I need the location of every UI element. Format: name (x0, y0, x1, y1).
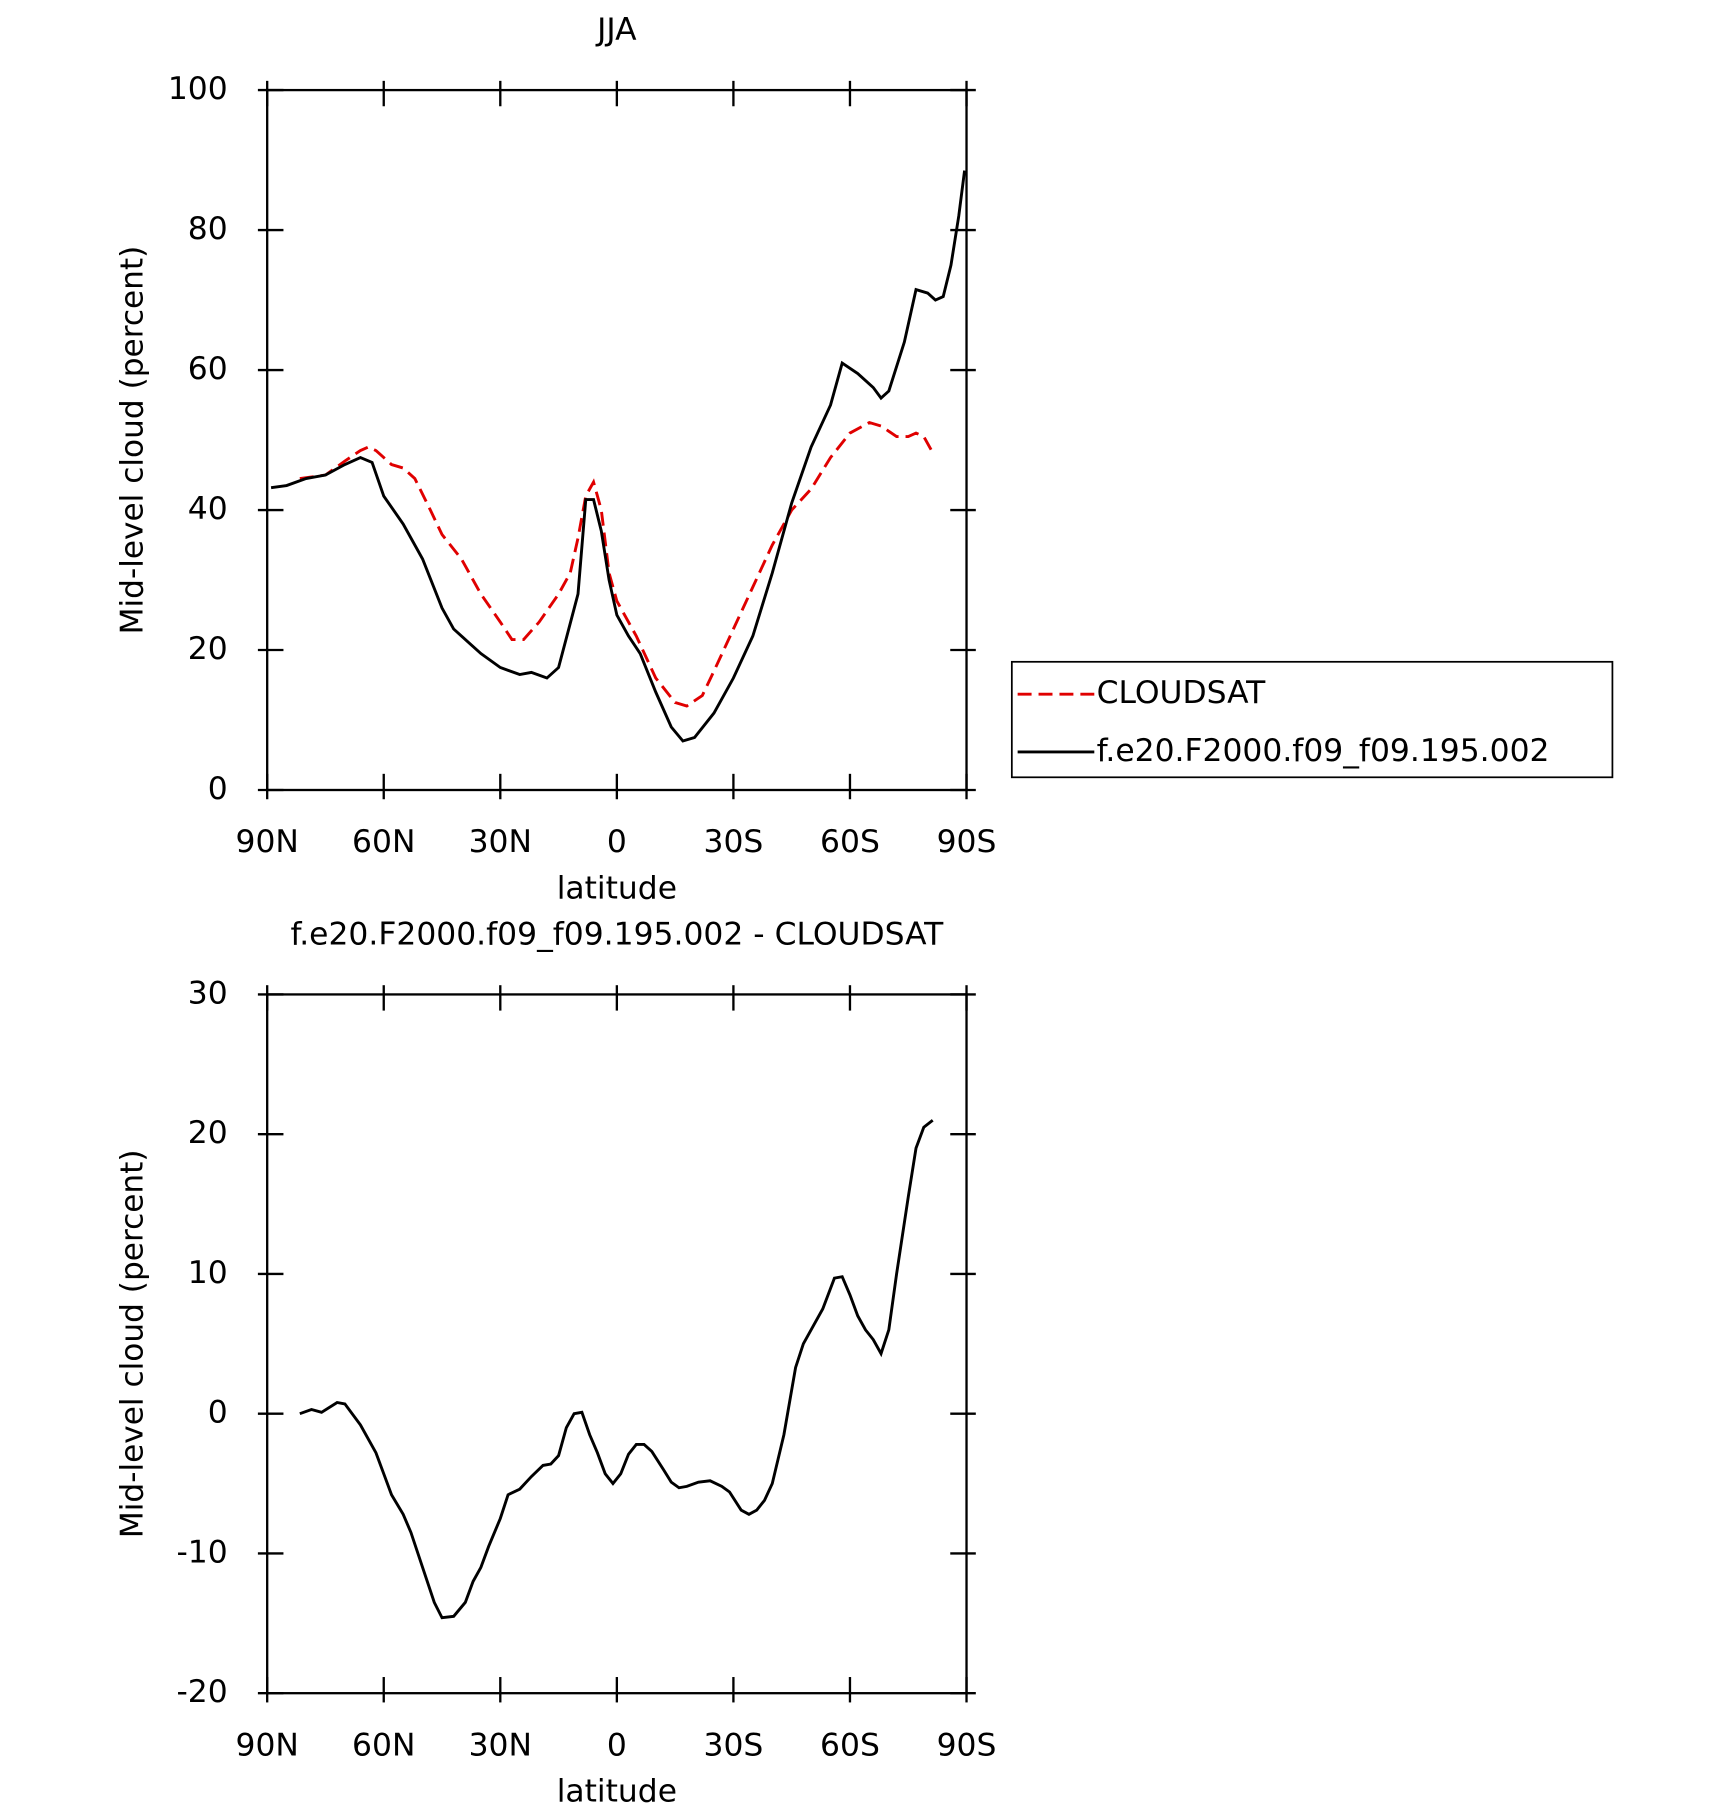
x-tick-label: 90S (937, 1727, 997, 1763)
data-line (270, 170, 967, 743)
y-tick-label: 30 (188, 975, 228, 1011)
y-axis-label: Mid-level cloud (percent) (115, 1149, 151, 1538)
y-tick-label: -10 (176, 1534, 227, 1570)
chart-title: JJA (595, 12, 637, 48)
y-tick-label: 80 (188, 211, 228, 247)
x-tick-label: 30S (704, 824, 764, 860)
x-tick-label: 30N (469, 824, 532, 860)
data-line (299, 420, 933, 708)
x-tick-label: 60N (352, 824, 415, 860)
y-tick-label: 20 (188, 1115, 228, 1151)
y-tick-label: 60 (188, 351, 228, 387)
y-tick-label: 40 (188, 491, 228, 527)
plot-frame (266, 88, 968, 792)
x-tick-label: 60S (820, 1727, 880, 1763)
x-tick-label: 90N (236, 1727, 299, 1763)
x-tick-label: 30N (469, 1727, 532, 1763)
x-tick-label: 0 (607, 1727, 627, 1763)
y-tick-label: 20 (188, 631, 228, 667)
y-tick-label: 100 (168, 71, 228, 107)
x-tick-label: 30S (704, 1727, 764, 1763)
chart-title: f.e20.F2000.f09_f09.195.002 - CLOUDSAT (290, 917, 944, 953)
x-tick-label: 60N (352, 1727, 415, 1763)
y-axis-label: Mid-level cloud (percent) (115, 246, 151, 635)
data-line (299, 1119, 934, 1620)
x-tick-label: 60S (820, 824, 880, 860)
x-axis-label: latitude (557, 1774, 677, 1810)
plot-frame (266, 993, 968, 1695)
y-tick-label: 0 (208, 771, 228, 807)
y-tick-label: 10 (188, 1255, 228, 1291)
legend-label: f.e20.F2000.f09_f09.195.002 (1097, 733, 1550, 769)
x-axis-label: latitude (557, 870, 677, 906)
x-tick-label: 90S (937, 824, 997, 860)
legend-label: CLOUDSAT (1097, 675, 1267, 711)
y-tick-label: -20 (176, 1674, 227, 1710)
x-tick-label: 0 (607, 824, 627, 860)
y-tick-label: 0 (208, 1395, 228, 1431)
legend-box (1010, 660, 1614, 779)
x-tick-label: 90N (236, 824, 299, 860)
